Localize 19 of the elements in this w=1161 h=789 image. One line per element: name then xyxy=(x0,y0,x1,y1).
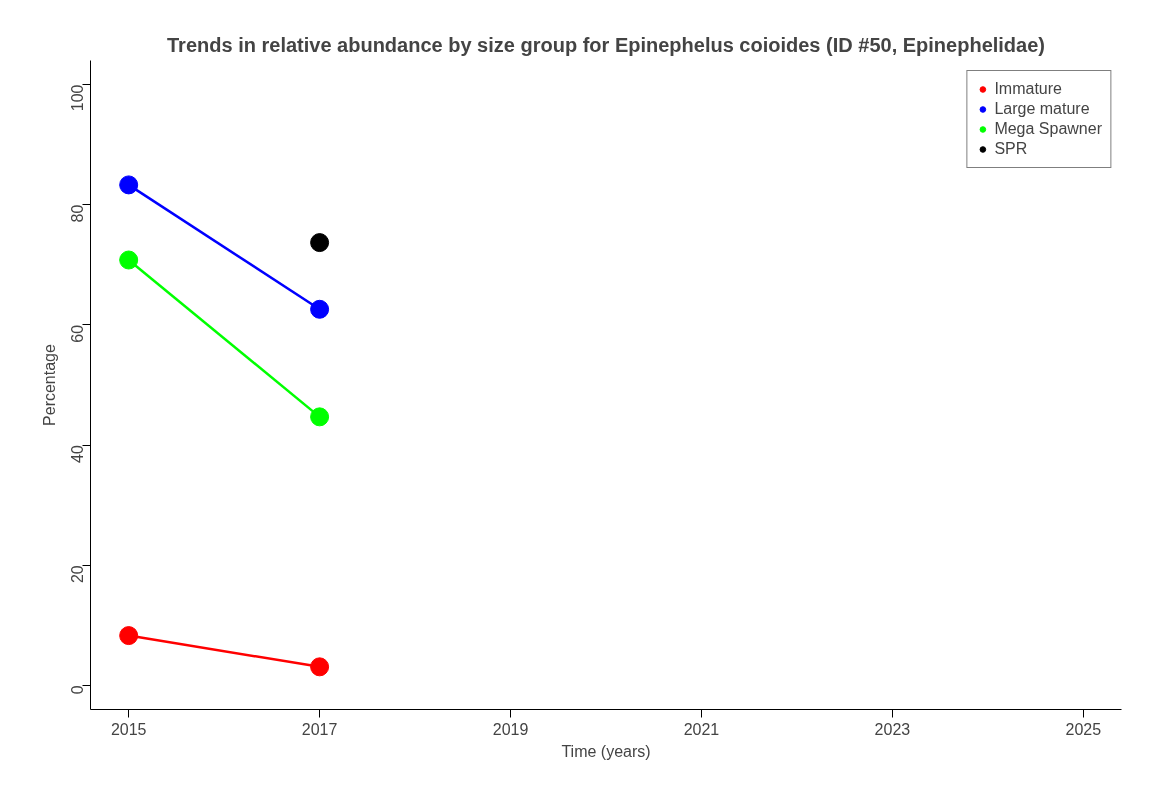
x-tick-label: 2023 xyxy=(874,720,911,738)
x-tick-label: 2015 xyxy=(110,720,147,738)
y-tick-label: 20 xyxy=(69,565,87,584)
legend-label: Mega Spawner xyxy=(994,120,1102,138)
chart-title: Trends in relative abundance by size group for Epinephelus coioides (ID #50, Epinephelidae) xyxy=(167,33,1045,56)
y-tick-label: 40 xyxy=(69,444,87,463)
x-tick-label: 2025 xyxy=(1065,720,1102,738)
y-tick-label: 60 xyxy=(69,324,87,343)
y-tick-label: 80 xyxy=(69,204,87,223)
y-axis-title: Percentage xyxy=(40,343,58,426)
legend-label: Immature xyxy=(994,80,1062,98)
y-tick-label: 0 xyxy=(69,685,87,695)
x-tick-label: 2017 xyxy=(301,720,338,738)
x-tick-label: 2021 xyxy=(683,720,720,738)
x-axis-title: Time (years) xyxy=(561,742,651,760)
x-tick-label: 2019 xyxy=(492,720,529,738)
legend-label: SPR xyxy=(994,140,1028,158)
legend-label: Large mature xyxy=(994,100,1090,118)
y-tick-label: 100 xyxy=(69,84,87,112)
